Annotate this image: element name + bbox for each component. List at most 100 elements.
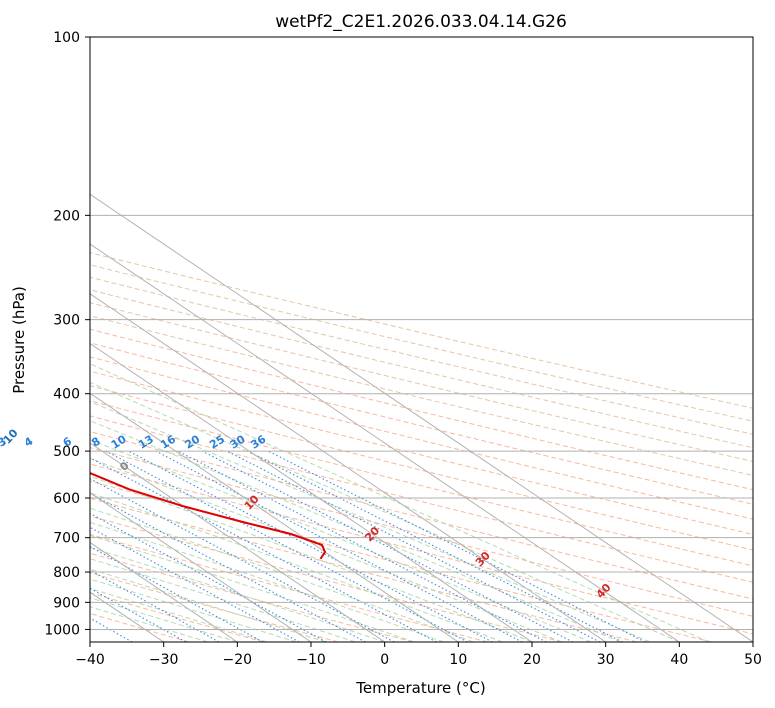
dry-adiabat xyxy=(90,264,753,422)
x-tick-label: 0 xyxy=(380,652,389,668)
x-tick-label: −40 xyxy=(75,652,105,668)
y-tick-label: 300 xyxy=(53,313,80,329)
dry-adiabat xyxy=(90,276,753,435)
dry-adiabat xyxy=(90,328,753,491)
y-axis-label: Pressure (hPa) xyxy=(10,286,28,394)
pressure-grid xyxy=(90,37,753,630)
mixing-ratio-line xyxy=(105,450,468,642)
moist-adiabat xyxy=(90,475,533,642)
dry-adiabat xyxy=(90,463,753,635)
moist-adiabat xyxy=(90,457,562,642)
dry-adiabat xyxy=(90,385,753,551)
mixing-ratio-line xyxy=(90,492,366,642)
chart-title: wetPf2_C2E1.2026.033.04.14.G26 xyxy=(275,12,567,32)
moist-adiabat xyxy=(90,381,680,642)
isotherm-label-positive: 30 xyxy=(473,549,493,569)
moist-adiabat xyxy=(90,588,267,642)
dry-adiabat xyxy=(90,342,753,505)
dry-adiabat xyxy=(90,480,712,642)
mixing-ratio-line xyxy=(90,457,437,642)
moist-adiabat xyxy=(90,568,326,642)
x-tick-label: 30 xyxy=(597,652,615,668)
moist-adiabat xyxy=(90,420,621,642)
x-tick-label: −20 xyxy=(223,652,253,668)
dry-adiabat xyxy=(90,289,753,449)
profile-series xyxy=(90,472,326,560)
moist-adiabat xyxy=(90,439,592,642)
mixing-ratio-line xyxy=(155,450,523,642)
y-tick-label: 200 xyxy=(53,208,80,224)
y-tick-label: 400 xyxy=(53,387,80,403)
isotherm-line xyxy=(90,492,312,642)
moist-adiabat xyxy=(90,363,710,642)
moist-adiabat xyxy=(90,546,385,642)
isotherm-line xyxy=(90,541,238,642)
x-axis: −40 −30 −20 −10 0 10 20 30 40 50 xyxy=(75,642,762,668)
dry-adiabat xyxy=(90,252,753,409)
moist-adiabat xyxy=(90,597,238,642)
dry-adiabat xyxy=(90,400,753,567)
y-tick-label: 1000 xyxy=(44,622,80,638)
moist-adiabat xyxy=(90,521,444,642)
isotherm-label-positive: 20 xyxy=(362,524,382,544)
mixing-ratio-label: 16 xyxy=(158,432,178,451)
dry-adiabat xyxy=(90,415,753,583)
mixing-ratio-line xyxy=(267,450,646,642)
annotation-labels: 0.10.20.40.611.52346810131620253036-100-… xyxy=(0,426,614,601)
mixing-ratio-line xyxy=(90,587,187,642)
isotherm-line xyxy=(90,293,606,642)
y-tick-label: 500 xyxy=(53,444,80,460)
y-tick-label: 700 xyxy=(53,531,80,547)
x-tick-label: 50 xyxy=(744,652,762,668)
y-tick-label: 100 xyxy=(53,30,80,46)
isotherm-label-positive: 10 xyxy=(242,492,262,512)
mixing-ratio-line xyxy=(90,569,220,642)
dry-adiabat xyxy=(90,302,753,462)
x-tick-label: 10 xyxy=(449,652,467,668)
dry-adiabat xyxy=(90,370,753,535)
x-axis-label: Temperature (°C) xyxy=(355,679,485,697)
moist-adiabats xyxy=(90,363,710,642)
y-axis: 100 200 300 400 500 600 700 800 900 1000 xyxy=(44,30,90,638)
dry-adiabat xyxy=(90,356,753,520)
dry-adiabat xyxy=(90,515,563,642)
plot-frame xyxy=(89,36,754,643)
x-tick-label: 20 xyxy=(523,652,541,668)
y-tick-label: 600 xyxy=(53,491,80,507)
mixing-ratio-line xyxy=(90,478,395,642)
isotherm-label: -10 xyxy=(0,426,21,450)
mixing-ratio-line xyxy=(226,450,601,642)
mixing-ratio-label: 36 xyxy=(248,432,268,451)
y-tick-label: 900 xyxy=(53,595,80,611)
x-tick-label: 40 xyxy=(670,652,688,668)
y-tick-label: 800 xyxy=(53,565,80,581)
x-tick-label: −30 xyxy=(149,652,179,668)
x-tick-label: −10 xyxy=(296,652,326,668)
mixing-ratio-line xyxy=(90,545,264,642)
mixing-ratio-label: 4 xyxy=(22,434,36,449)
temperature-line xyxy=(90,472,326,560)
dry-adiabat xyxy=(90,431,753,600)
dry-adiabat xyxy=(90,497,638,642)
isotherm-line xyxy=(90,442,385,642)
isotherm-label-zero: 0 xyxy=(117,459,132,474)
mixing-ratio-line xyxy=(247,450,623,642)
isotherm-line xyxy=(90,243,680,642)
mixing-ratio-line xyxy=(202,450,574,642)
moist-adiabat xyxy=(90,400,651,642)
isotherm-line xyxy=(90,193,753,642)
dry-adiabat xyxy=(90,533,488,642)
moist-adiabat xyxy=(90,578,297,642)
mixing-ratio-label: 3 xyxy=(0,435,9,450)
dry-adiabat xyxy=(90,315,753,476)
mixing-ratio-label: 10 xyxy=(109,432,129,451)
isotherm-lines xyxy=(90,193,753,642)
mixing-ratio-line xyxy=(128,450,493,642)
isotherm-line xyxy=(90,342,533,642)
mixing-ratio-label: 8 xyxy=(89,435,102,450)
moist-adiabat xyxy=(90,534,415,642)
dry-adiabat xyxy=(90,447,753,617)
mixing-ratio-label: 20 xyxy=(182,432,202,451)
moist-adiabat xyxy=(90,558,356,642)
